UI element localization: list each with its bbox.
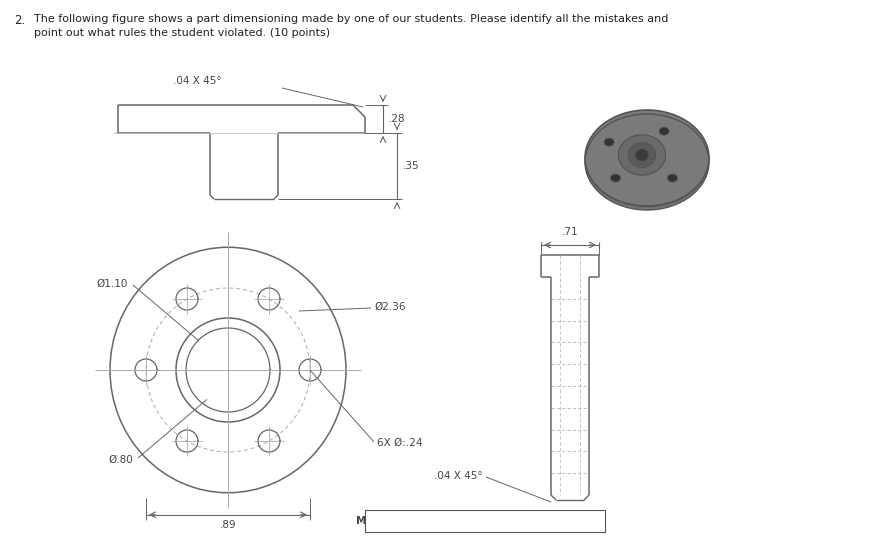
Ellipse shape <box>585 113 709 209</box>
Ellipse shape <box>585 112 709 207</box>
Ellipse shape <box>585 112 709 208</box>
Ellipse shape <box>585 113 709 209</box>
Ellipse shape <box>585 111 709 207</box>
Text: .89: .89 <box>220 520 236 529</box>
Text: .04 X 45°: .04 X 45° <box>174 76 222 86</box>
Ellipse shape <box>585 114 709 210</box>
Ellipse shape <box>604 138 614 146</box>
Ellipse shape <box>667 174 678 182</box>
Text: .35: .35 <box>403 161 419 171</box>
Ellipse shape <box>585 112 709 208</box>
Ellipse shape <box>618 135 665 175</box>
Ellipse shape <box>629 142 656 168</box>
Text: Ø.80: Ø.80 <box>108 455 133 465</box>
Ellipse shape <box>636 149 648 161</box>
Ellipse shape <box>610 174 621 182</box>
Text: .28: .28 <box>389 114 405 124</box>
Ellipse shape <box>659 127 669 135</box>
Text: Ø1.10: Ø1.10 <box>97 279 128 289</box>
Text: 6X Ø:.24: 6X Ø:.24 <box>377 438 423 448</box>
Text: .04 X 45°: .04 X 45° <box>434 471 483 481</box>
Text: Morehead State University: Morehead State University <box>356 516 514 526</box>
Bar <box>365 510 605 532</box>
Ellipse shape <box>585 111 709 207</box>
Text: 2.: 2. <box>14 14 25 27</box>
Text: Ø2.36: Ø2.36 <box>374 302 405 312</box>
Text: .71: .71 <box>562 227 578 237</box>
Text: Title: Dimensioning: Title: Dimensioning <box>508 516 603 526</box>
Ellipse shape <box>585 110 709 206</box>
Text: The following figure shows a part dimensioning made by one of our students. Plea: The following figure shows a part dimens… <box>34 14 668 38</box>
